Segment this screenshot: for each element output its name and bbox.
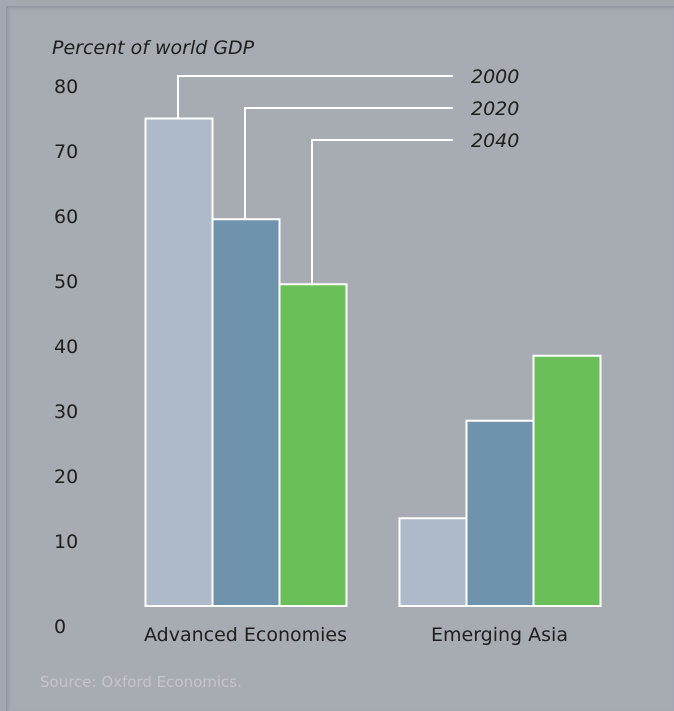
x-category-label: Advanced Economies <box>144 624 347 646</box>
y-tick-label: 60 <box>54 206 78 228</box>
y-tick-label: 50 <box>54 271 78 293</box>
bar <box>398 517 468 607</box>
bar <box>532 354 602 607</box>
y-tick-label: 40 <box>54 336 78 358</box>
y-tick-label: 30 <box>54 401 78 423</box>
bar <box>211 218 281 607</box>
y-tick-label: 0 <box>54 616 66 638</box>
legend-leader-line <box>311 139 453 285</box>
x-category-label: Emerging Asia <box>431 624 568 646</box>
bar <box>465 419 535 607</box>
legend-leader-line <box>177 75 453 119</box>
legend-label: 2040 <box>471 130 519 152</box>
y-tick-label: 80 <box>54 76 78 98</box>
y-tick-label: 10 <box>54 531 78 553</box>
bar <box>144 117 214 607</box>
legend-leader-line <box>244 107 453 220</box>
source-note: Source: Oxford Economics. <box>40 673 242 691</box>
y-axis-title: Percent of world GDP <box>52 37 255 59</box>
legend-label: 2020 <box>471 98 519 120</box>
y-tick-label: 70 <box>54 141 78 163</box>
legend-label: 2000 <box>471 66 519 88</box>
y-tick-label: 20 <box>54 466 78 488</box>
bar <box>278 283 348 607</box>
